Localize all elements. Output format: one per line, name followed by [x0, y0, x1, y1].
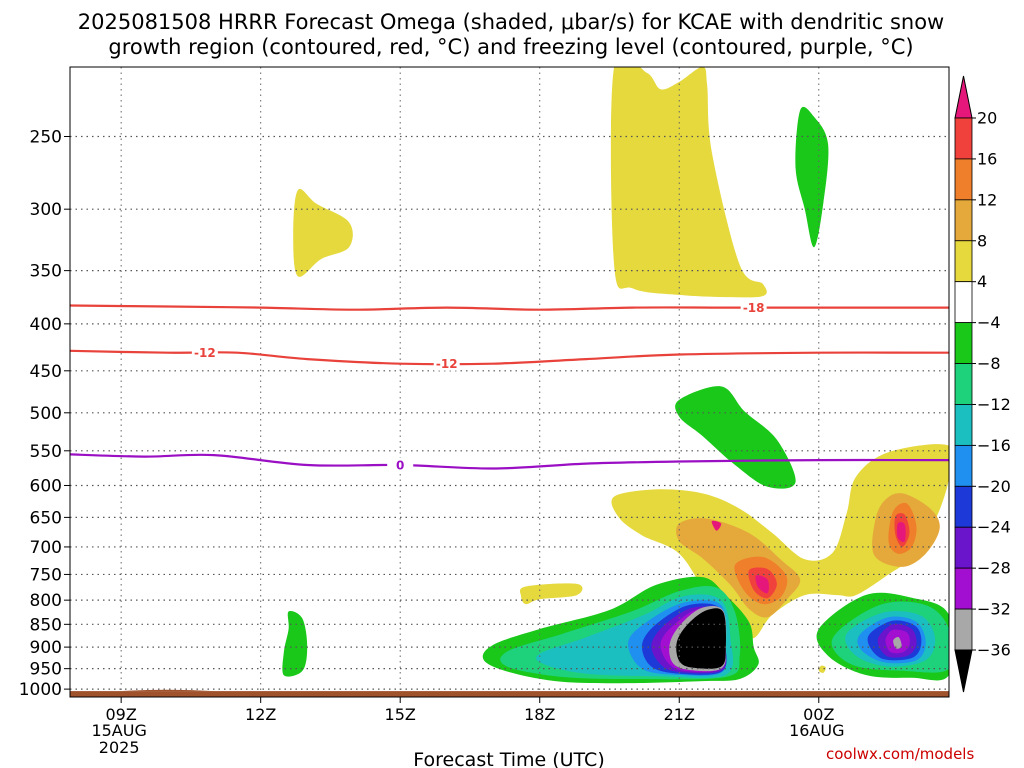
x-tick-label-09Z: 09Z — [105, 705, 136, 724]
colorbar-tick-label-3: 8 — [977, 231, 987, 250]
y-tick-label-900: 900 — [30, 638, 62, 658]
contour--18 — [70, 304, 949, 311]
colorbar-tick-label-5: −4 — [977, 313, 1001, 332]
omega-region-33 — [818, 665, 826, 673]
y-axis: 250 300 350 400 450 500 550 600 650 700 750 800 850 9… — [19, 128, 70, 700]
colorbar-box-12 — [954, 567, 973, 610]
colorbar-box-8 — [954, 404, 973, 446]
chart-title-line-1: 2025081508 HRRR Forecast Omega (shaded, … — [78, 10, 944, 34]
contour-label-0-0: 0 — [396, 459, 404, 473]
ground-bump — [121, 689, 215, 692]
y-tick-label-250: 250 — [30, 128, 62, 148]
x-tick-sublabel-00Z: 16AUG — [789, 721, 844, 740]
colorbar-tick-label-9: −20 — [977, 477, 1011, 496]
y-tick-label-350: 350 — [30, 262, 62, 282]
ground-surface — [70, 689, 949, 697]
omega-region-10 — [755, 575, 769, 594]
colorbar-tick-label-7: −12 — [977, 395, 1011, 414]
plot-frame — [69, 66, 950, 698]
colorbar-box-13 — [954, 608, 973, 651]
omega-region-12 — [711, 520, 722, 531]
colorbar-tick-label-0: 20 — [977, 109, 997, 128]
contour-label-bg--12-1 — [433, 356, 460, 371]
colorbar-tick-label-4: 4 — [977, 272, 987, 291]
y-tick-label-400: 400 — [30, 315, 62, 335]
contour-label--12-0: -12 — [194, 346, 216, 360]
colorbar: 20 16 12 8 4 −4 −8 −12 −16 −20 −24 −28 −32 −36 — [954, 75, 1011, 693]
contour-0 — [70, 453, 949, 470]
colorbar-tick-label-10: −24 — [977, 518, 1011, 537]
x-tick-label-12Z: 12Z — [245, 705, 276, 724]
contour-label--12-1: -12 — [436, 357, 458, 371]
colorbar-tick-label-8: −16 — [977, 436, 1011, 455]
colorbar-tick-label-1: 16 — [977, 149, 997, 168]
y-tick-label-850: 850 — [30, 615, 62, 635]
credit-text: coolwx.com/models — [826, 745, 974, 763]
omega-region-11 — [896, 522, 906, 543]
colorbar-box-1 — [954, 117, 973, 160]
y-tick-label-950: 950 — [30, 660, 62, 680]
omega-region-14 — [675, 386, 796, 489]
contour-label--18-0: -18 — [743, 301, 765, 315]
y-tick-label-550: 550 — [30, 442, 62, 462]
x-axis-label: Forecast Time (UTC) — [413, 749, 604, 768]
omega-region-13 — [795, 106, 829, 248]
colorbar-tick-label-11: −28 — [977, 559, 1011, 578]
colorbar-box-5 — [954, 281, 973, 324]
colorbar-tick-label-12: −32 — [977, 600, 1011, 619]
y-tick-label-650: 650 — [30, 508, 62, 528]
x-tick-label-15Z: 15Z — [385, 705, 416, 724]
colorbar-box-9 — [954, 444, 973, 487]
colorbar-box-11 — [954, 526, 973, 569]
colorbar-box-7 — [954, 363, 973, 405]
y-tick-label-750: 750 — [30, 565, 62, 585]
omega-region-0 — [610, 67, 767, 298]
colorbar-tick-label-2: 12 — [977, 190, 997, 209]
x-tick-label-21Z: 21Z — [664, 705, 695, 724]
y-tick-label-600: 600 — [30, 476, 62, 496]
y-tick-label-450: 450 — [30, 362, 62, 382]
omega-region-3 — [611, 444, 949, 639]
contour-label-bg--18-0 — [740, 300, 767, 315]
colorbar-tick-label-6: −8 — [977, 354, 1001, 373]
contour-label-bg-0-0 — [387, 458, 414, 473]
colorbar-box-10 — [954, 485, 973, 528]
colorbar-tick-label-13: −36 — [977, 641, 1011, 660]
omega-region-31 — [893, 636, 902, 649]
colorbar-box-4 — [954, 240, 973, 283]
colorbar-bottom-arrow — [954, 649, 973, 693]
colorbar-box-3 — [954, 199, 973, 242]
y-tick-label-800: 800 — [30, 591, 62, 611]
omega-region-32 — [676, 608, 727, 669]
x-tick-label-18Z: 18Z — [524, 705, 555, 724]
x-tick-label-00Z: 00Z — [803, 705, 834, 724]
omega-region-1 — [293, 188, 353, 277]
x-tick-year-09Z: 2025 — [99, 738, 140, 757]
y-tick-label-700: 700 — [30, 538, 62, 558]
ground-band — [70, 691, 949, 697]
omega-region-15 — [282, 610, 308, 677]
x-tick-sublabel-09Z: 15AUG — [91, 721, 146, 740]
omega-shading — [282, 67, 949, 684]
colorbar-top-arrow — [954, 75, 973, 119]
chart-title-line-2: growth region (contoured, red, °C) and f… — [108, 35, 913, 59]
y-tick-label-1000: 1000 — [19, 680, 62, 700]
grid-lines — [70, 67, 949, 697]
contour-label-bg--12-0 — [191, 345, 218, 360]
colorbar-box-2 — [954, 158, 973, 201]
contour-lines: -18 -12 -12 0 — [70, 300, 949, 473]
y-tick-label-300: 300 — [30, 200, 62, 220]
colorbar-box-6 — [954, 322, 973, 364]
y-tick-label-500: 500 — [30, 404, 62, 424]
omega-region-2 — [519, 583, 583, 605]
